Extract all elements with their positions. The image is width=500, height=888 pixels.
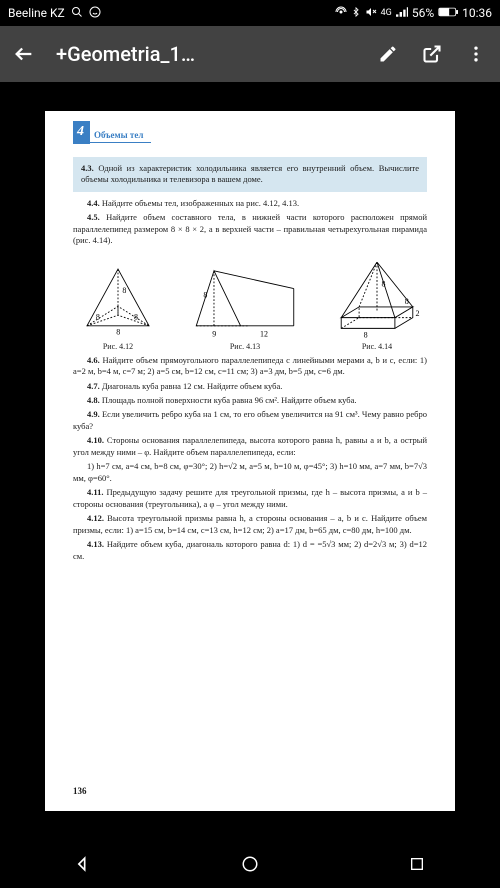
svg-text:8: 8: [96, 312, 100, 321]
svg-text:8: 8: [134, 312, 138, 321]
pnum-4-8: 4.8.: [87, 395, 100, 405]
carrier-label: Beeline KZ: [8, 6, 65, 20]
edit-button[interactable]: [376, 42, 400, 66]
pnum-4-10: 4.10.: [87, 435, 104, 445]
problem-4-9: 4.9. Если увеличить ребро куба на 1 см, …: [73, 409, 427, 432]
fig-caption-1: Рис. 4.12: [73, 342, 163, 353]
battery-icon: [438, 6, 458, 20]
figures-row: 8 8 8 8 Рис. 4.12: [73, 255, 427, 353]
pnum-4-12: 4.12.: [87, 513, 104, 523]
bluetooth-icon: [351, 6, 361, 21]
svg-text:12: 12: [260, 329, 268, 338]
status-bar: Beeline KZ 4G 56% 10:36: [0, 0, 500, 26]
problem-4-12: 4.12. Высота треугольной призмы равна h,…: [73, 513, 427, 536]
fig-caption-2: Рис. 4.13: [185, 342, 305, 353]
problem-4-11: 4.11. Предыдущую задачу решите для треуг…: [73, 487, 427, 510]
ptext-4-9: Если увеличить ребро куба на 1 см, то ег…: [73, 409, 427, 430]
section-title: Объемы тел: [90, 129, 151, 143]
signal-icon: [396, 6, 408, 20]
pnum-4-4: 4.4.: [87, 198, 100, 208]
svg-text:8: 8: [203, 290, 207, 299]
pnum-4-11: 4.11.: [87, 487, 104, 497]
nav-home-button[interactable]: [236, 850, 264, 878]
ptext-4-11: Предыдущую задачу решите для треугольной…: [73, 487, 427, 508]
ptext-4-13: Найдите объем куба, диагональ которого р…: [73, 539, 427, 560]
problem-4-5: 4.5. Найдите объем составного тела, в ни…: [73, 212, 427, 246]
problem-4-3: 4.3. Одной из характеристик холодильника…: [73, 157, 427, 192]
nav-back-button[interactable]: [69, 850, 97, 878]
mute-icon: [365, 6, 377, 21]
pnum-4-7: 4.7.: [87, 381, 100, 391]
more-button[interactable]: [464, 42, 488, 66]
status-left: Beeline KZ: [8, 6, 101, 21]
time-label: 10:36: [462, 6, 492, 20]
svg-text:8: 8: [364, 330, 368, 339]
problem-4-7: 4.7. Диагональ куба равна 12 см. Найдите…: [73, 381, 427, 392]
problem-4-13: 4.13. Найдите объем куба, диагональ кото…: [73, 539, 427, 562]
ptext-4-12: Высота треугольной призмы равна h, а сто…: [73, 513, 427, 534]
ptext-4-7: Диагональ куба равна 12 см. Найдите объе…: [102, 381, 283, 391]
pnum-4-6: 4.6.: [87, 355, 100, 365]
fig-caption-3: Рис. 4.14: [327, 342, 427, 353]
svg-text:8: 8: [381, 279, 385, 288]
problem-4-10-list: 1) h=7 см, a=4 см, b=8 см, φ=30°; 2) h=√…: [73, 461, 427, 484]
svg-text:8: 8: [405, 297, 409, 306]
svg-text:2: 2: [415, 309, 419, 318]
problem-4-8: 4.8. Площадь полной поверхности куба рав…: [73, 395, 427, 406]
svg-text:8: 8: [122, 286, 126, 295]
battery-pct: 56%: [412, 6, 434, 20]
ptext-4-8: Площадь полной поверхности куба равна 96…: [102, 395, 357, 405]
status-right: 4G 56% 10:36: [335, 6, 492, 21]
pnum-4-9: 4.9.: [87, 409, 100, 419]
back-button[interactable]: [12, 42, 36, 66]
problem-4-10: 4.10. Стороны основания параллелепипеда,…: [73, 435, 427, 458]
ptext-4-3: Одной из характеристик холодильника явля…: [81, 163, 419, 184]
problem-4-6: 4.6. Найдите объем прямоугольного паралл…: [73, 355, 427, 378]
pnum-4-13: 4.13.: [87, 539, 104, 549]
network-label: 4G: [381, 8, 392, 18]
nav-bar: [0, 840, 500, 888]
document-viewer[interactable]: 4 Объемы тел 4.3. Одной из характеристик…: [0, 82, 500, 840]
pnum-4-3: 4.3.: [81, 163, 94, 173]
hotspot-icon: [335, 6, 347, 21]
pnum-4-5: 4.5.: [87, 212, 100, 222]
figure-4-12: 8 8 8 8 Рис. 4.12: [73, 262, 163, 353]
whatsapp-icon: [89, 6, 101, 21]
ptext-4-5: Найдите объем составного тела, в нижней …: [73, 212, 427, 245]
app-bar: +Geometria_1…: [0, 26, 500, 82]
figure-4-13: 8 9 12 Рис. 4.13: [185, 262, 305, 353]
page: 4 Объемы тел 4.3. Одной из характеристик…: [45, 111, 455, 811]
svg-text:8: 8: [116, 327, 120, 336]
search-icon: [71, 6, 83, 21]
section-number: 4: [73, 121, 90, 144]
ptext-4-6: Найдите объем прямоугольного параллелепи…: [73, 355, 427, 376]
app-title: +Geometria_1…: [56, 42, 356, 66]
svg-text:9: 9: [212, 329, 216, 338]
figure-4-14: 8 8 2 8 Рис. 4.14: [327, 255, 427, 353]
ptext-4-10: Стороны основания параллелепипеда, высот…: [73, 435, 427, 456]
nav-recent-button[interactable]: [403, 850, 431, 878]
section-marker: 4 Объемы тел: [73, 121, 151, 144]
ptext-4-4: Найдите объемы тел, изображенных на рис.…: [102, 198, 299, 208]
open-external-button[interactable]: [420, 42, 444, 66]
page-number: 136: [73, 785, 87, 797]
problem-4-4: 4.4. Найдите объемы тел, изображенных на…: [73, 198, 427, 209]
